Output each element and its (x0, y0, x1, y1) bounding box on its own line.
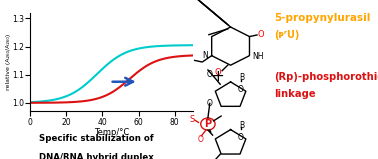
Text: (ᴘʳU): (ᴘʳU) (274, 30, 299, 40)
Text: linkage: linkage (274, 89, 316, 99)
X-axis label: Temp/°C: Temp/°C (94, 128, 129, 137)
Text: 5-propynylurasil: 5-propynylurasil (274, 13, 370, 23)
Text: O: O (238, 85, 244, 94)
Text: O: O (207, 99, 213, 108)
Text: B: B (239, 121, 245, 130)
Text: O: O (197, 135, 203, 144)
Y-axis label: relative (A₂₆₀/A₂₆₀): relative (A₂₆₀/A₂₆₀) (6, 34, 11, 90)
Text: P: P (204, 119, 211, 129)
Text: S: S (189, 115, 194, 124)
Text: O: O (257, 30, 264, 39)
Text: N: N (202, 51, 208, 60)
Text: +: + (211, 69, 224, 84)
Text: O: O (215, 68, 222, 77)
Text: Specific stabilization of: Specific stabilization of (39, 134, 154, 143)
Text: O: O (207, 70, 213, 79)
Text: (Rp)-phosphorothioate: (Rp)-phosphorothioate (274, 72, 378, 82)
Text: B: B (239, 73, 245, 82)
Text: NH: NH (253, 52, 264, 61)
Text: DNA/RNA hybrid duplex: DNA/RNA hybrid duplex (39, 153, 154, 159)
Text: O: O (238, 133, 244, 142)
